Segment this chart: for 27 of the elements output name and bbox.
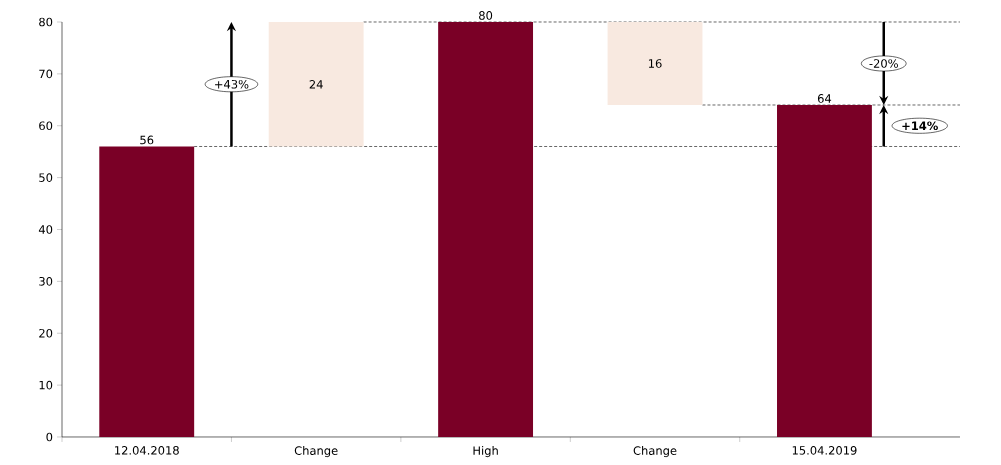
data-label: 56 <box>140 135 154 145</box>
x-tick-label: 15.04.2019 <box>792 446 857 455</box>
y-tick-label: 0 <box>46 432 53 442</box>
data-label: 24 <box>309 79 323 89</box>
x-tick-label: Change <box>294 446 338 458</box>
bar <box>607 22 703 105</box>
y-tick-label: 80 <box>39 17 53 27</box>
bar <box>438 22 534 437</box>
x-tick-label: Change <box>633 446 677 458</box>
y-tick-label: 20 <box>39 328 53 338</box>
annotation: +14% <box>902 121 938 131</box>
y-tick-label: 50 <box>39 173 53 182</box>
annotation: -20% <box>869 59 898 68</box>
bar <box>777 105 872 437</box>
y-tick-label: 30 <box>39 277 53 286</box>
y-tick-label: 70 <box>39 69 53 79</box>
annotation: +43% <box>215 79 249 89</box>
data-label: 80 <box>479 11 493 20</box>
bar <box>268 22 364 147</box>
bar <box>99 146 195 437</box>
y-tick-label: 60 <box>39 121 53 131</box>
x-tick-label: 12.04.2018 <box>115 446 179 455</box>
data-label: 16 <box>648 59 662 68</box>
y-tick-label: 10 <box>39 380 53 390</box>
y-tick-label: 40 <box>38 225 53 234</box>
data-label: 64 <box>817 94 832 103</box>
x-tick-label: High <box>473 446 498 458</box>
